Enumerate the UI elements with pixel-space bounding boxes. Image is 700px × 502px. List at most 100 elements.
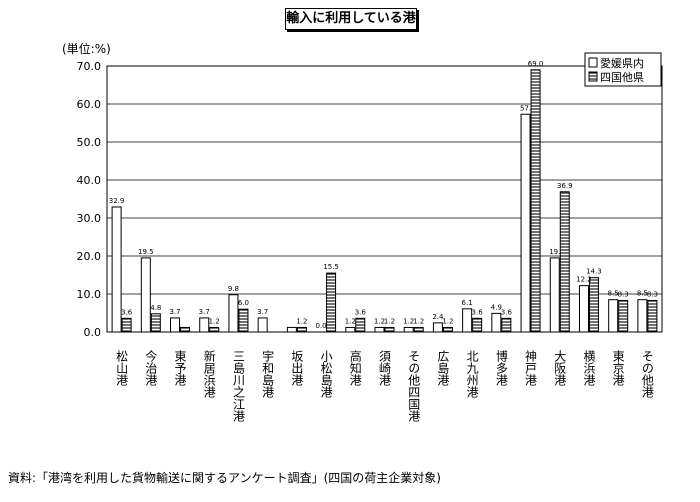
bar (355, 317, 366, 333)
bar (326, 272, 337, 333)
y-tick-label: 20.0 (77, 250, 102, 263)
y-tick-label: 50.0 (77, 136, 102, 149)
bar (501, 317, 512, 333)
data-label: 8.3 (618, 290, 629, 298)
x-tick-label: 東予港 (173, 350, 187, 386)
bar (578, 285, 589, 333)
x-tick-label: 今治港 (144, 349, 158, 386)
data-label: 0.0 (316, 322, 327, 330)
y-tick-label: 70.0 (77, 60, 102, 73)
x-tick-label: 三島川之江港 (231, 350, 245, 422)
data-label: 1.2 (413, 317, 424, 325)
legend-swatch (588, 71, 598, 82)
bar (647, 299, 658, 333)
y-tick-label: 30.0 (77, 212, 102, 225)
bar (403, 326, 414, 333)
x-tick-label: 新居浜港 (202, 349, 216, 398)
data-label: 1.2 (403, 317, 414, 325)
x-tick-label: 須崎港 (378, 350, 392, 386)
x-tick-label: 博多港 (494, 349, 508, 386)
bar (286, 326, 297, 333)
x-tick-label: 坂出港 (290, 350, 304, 386)
data-label: 8.5 (637, 290, 648, 298)
data-label: 2.4 (432, 313, 444, 321)
y-tick-label: 40.0 (77, 174, 102, 187)
bar (238, 308, 249, 333)
legend-swatch (588, 57, 598, 68)
source-note: 資料:「港湾を利用した貨物輸送に関するアンケート調査」(四国の荷主企業対象) (8, 471, 441, 485)
bar (608, 299, 619, 333)
data-label: 1.2 (345, 317, 356, 325)
x-tick-label: 神戸港 (524, 350, 538, 386)
bar (374, 326, 385, 333)
bar (549, 257, 560, 333)
bar (559, 191, 570, 333)
data-label: 6.1 (462, 299, 473, 307)
data-label: 19. (549, 248, 560, 256)
bar (257, 317, 268, 333)
data-label: 1.2 (374, 317, 385, 325)
data-label: 69.0 (528, 60, 544, 68)
data-label: 3.6 (501, 308, 513, 316)
data-label: 32.9 (109, 197, 125, 205)
bar (121, 317, 132, 333)
bar (384, 326, 395, 333)
y-tick-label: 60.0 (77, 98, 102, 111)
bar (472, 317, 483, 333)
bar (150, 313, 161, 333)
data-label: 1.2 (209, 317, 220, 325)
y-axis-unit: (単位:%) (62, 42, 111, 56)
data-label: 1.2 (442, 317, 453, 325)
x-tick-label: 高知港 (348, 349, 362, 386)
data-label: 6.0 (238, 299, 249, 307)
x-tick-label: 大阪港 (553, 350, 567, 386)
x-tick-label: 宇和島港 (261, 350, 275, 398)
legend-box (584, 52, 662, 87)
data-label: 4.9 (491, 303, 502, 311)
data-label: 36.9 (557, 182, 573, 190)
data-label: 3.7 (199, 308, 210, 316)
data-label: 3.6 (355, 308, 367, 316)
data-label: 19.5 (138, 248, 154, 256)
bar (442, 326, 453, 333)
bar (209, 326, 220, 333)
data-label: 12.2 (576, 276, 592, 284)
data-label: 3.7 (257, 308, 268, 316)
y-tick-label: 10.0 (77, 288, 102, 301)
x-tick-label: 東京港 (611, 350, 625, 386)
bar (491, 312, 502, 333)
bar (345, 326, 356, 333)
bar (413, 326, 424, 333)
y-tick-label: 0.0 (84, 326, 102, 339)
bar (530, 69, 541, 333)
data-label: 15.5 (323, 263, 339, 271)
bar (111, 206, 122, 333)
bar (170, 317, 181, 333)
bar (520, 113, 531, 333)
data-label: 57. (520, 104, 531, 112)
bar (462, 308, 473, 333)
x-tick-label: 広島港 (436, 350, 450, 386)
x-tick-label: 小松島港 (319, 350, 333, 398)
bar (140, 257, 151, 333)
x-tick-label: 松山港 (115, 350, 129, 386)
data-label: 3.6 (121, 308, 133, 316)
bar (228, 294, 239, 333)
legend-label: 四国他県 (600, 71, 644, 84)
legend-label: 愛媛県内 (600, 56, 644, 70)
x-tick-label: 北九州港 (465, 350, 479, 398)
data-label: 3.7 (169, 308, 180, 316)
x-tick-label: その他四国港 (407, 350, 421, 422)
plot-frame (106, 65, 663, 333)
bar (432, 322, 443, 333)
data-label: 8.3 (647, 290, 658, 298)
data-label: 1.2 (384, 317, 395, 325)
x-tick-label: その他港 (640, 350, 654, 398)
chart-title: 輸入に利用している港 (285, 8, 417, 30)
data-label: 4.8 (150, 304, 161, 312)
data-label: 3.6 (472, 308, 484, 316)
bar (180, 326, 191, 333)
data-label: 14.3 (586, 268, 602, 276)
bar (588, 277, 599, 333)
